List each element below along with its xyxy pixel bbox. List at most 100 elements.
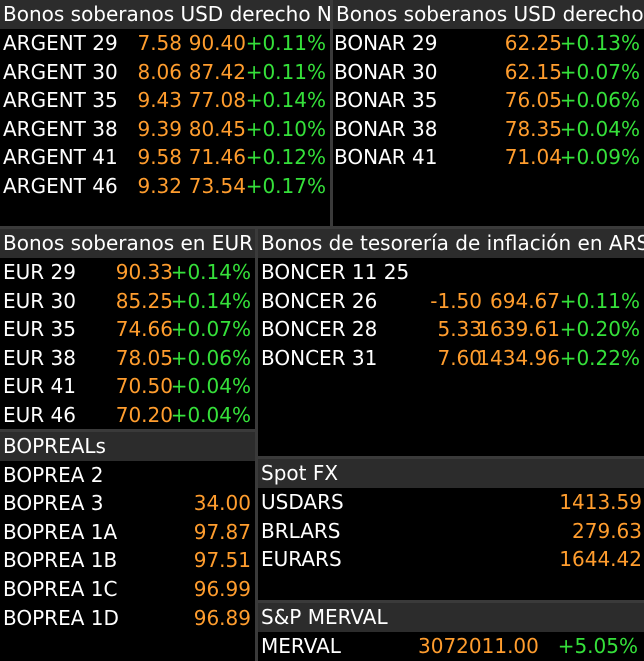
panel-title: Bonos soberanos USD derecho NY: [0, 0, 330, 29]
divider: [330, 0, 333, 229]
bond-yield: 9.32: [137, 174, 182, 198]
panel-title: Bonos soberanos USD derecho Ar: [333, 0, 644, 29]
bond-price: 70.50: [115, 374, 173, 398]
bond-price: 34.00: [193, 491, 251, 515]
table-row[interactable]: BONAR 29 62.25 +0.13%: [333, 29, 644, 58]
table-row[interactable]: EUR 35 74.66 +0.07%: [0, 315, 255, 344]
bond-name: EUR 35: [3, 317, 76, 341]
bond-name: EUR 46: [3, 403, 76, 427]
table-row[interactable]: ARGENT 41 9.58 71.46 +0.12%: [0, 143, 330, 172]
bond-name: ARGENT 41: [3, 145, 118, 169]
panel-title: Bonos de tesorería de inflación en ARS: [258, 229, 644, 258]
bond-price: 78.05: [115, 346, 173, 370]
bond-change: +0.17%: [245, 174, 326, 198]
table-row[interactable]: BONAR 41 71.04 +0.09%: [333, 143, 644, 172]
bond-change: +0.14%: [170, 260, 251, 284]
bond-name: BONAR 29: [334, 31, 438, 55]
bond-price: 96.89: [193, 606, 251, 630]
table-row[interactable]: BONCER 31 7.60 1434.96 +0.22%: [258, 344, 644, 373]
table-row[interactable]: BONCER 28 5.33 1639.61 +0.20%: [258, 315, 644, 344]
fx-rate: 1413.59: [559, 490, 642, 514]
table-row[interactable]: BOPREA 3 34.00: [0, 489, 255, 518]
table-row[interactable]: MERVAL 3072011.000 +5.05%: [258, 632, 644, 661]
bond-price: 62.25: [504, 31, 562, 55]
bond-change: +0.22%: [559, 346, 640, 370]
bond-change: +0.04%: [559, 117, 640, 141]
table-row[interactable]: BRLARS 279.63: [258, 517, 644, 546]
table-row[interactable]: EURARS 1644.42: [258, 545, 644, 574]
table-row[interactable]: BONCER 11 25: [258, 258, 644, 287]
bond-name: EUR 29: [3, 260, 76, 284]
bond-price: 62.15: [504, 60, 562, 84]
bond-name: BOPREA 1C: [3, 577, 118, 601]
bond-change: +0.09%: [559, 145, 640, 169]
table-row[interactable]: ARGENT 29 7.58 90.40 +0.11%: [0, 29, 330, 58]
panel-title: S&P MERVAL: [258, 603, 644, 632]
fx-pair: BRLARS: [261, 519, 341, 543]
bond-change: +0.06%: [170, 346, 251, 370]
table-row[interactable]: BONAR 30 62.15 +0.07%: [333, 58, 644, 87]
bond-name: BONAR 35: [334, 88, 438, 112]
panel-usd-ny-bonds: Bonos soberanos USD derecho NY ARGENT 29…: [0, 0, 330, 226]
bond-name: BOPREA 1A: [3, 520, 118, 544]
table-row[interactable]: BOPREA 1D 96.89: [0, 604, 255, 633]
bond-change: +0.04%: [170, 374, 251, 398]
bond-price: 90.33: [115, 260, 173, 284]
bond-yield: 8.06: [137, 60, 182, 84]
table-row[interactable]: EUR 30 85.25 +0.14%: [0, 287, 255, 316]
table-row[interactable]: BOPREA 2: [0, 461, 255, 490]
bond-name: BONAR 38: [334, 117, 438, 141]
divider: [255, 229, 258, 661]
table-row[interactable]: EUR 38 78.05 +0.06%: [0, 344, 255, 373]
bond-name: BOPREA 1B: [3, 548, 118, 572]
bond-change: +0.07%: [559, 60, 640, 84]
divider: [258, 456, 644, 459]
panel-bopreals: BOPREALs BOPREA 2 BOPREA 3 34.00 BOPREA …: [0, 432, 255, 661]
table-row[interactable]: BONAR 35 76.05 +0.06%: [333, 86, 644, 115]
panel-usd-ar-bonds: Bonos soberanos USD derecho Ar BONAR 29 …: [333, 0, 644, 226]
panel-eur-bonds: Bonos soberanos en EUR EUR 29 90.33 +0.1…: [0, 229, 255, 429]
bond-price: 76.05: [504, 88, 562, 112]
bond-price: 90.40: [188, 31, 246, 55]
bond-yield: 9.39: [137, 117, 182, 141]
bond-yield: 5.33: [437, 317, 482, 341]
index-change: +5.05%: [557, 634, 638, 658]
bond-change: +0.10%: [245, 117, 326, 141]
table-row[interactable]: EUR 41 70.50 +0.04%: [0, 372, 255, 401]
divider: [0, 226, 644, 229]
bond-price: 80.45: [188, 117, 246, 141]
table-row[interactable]: ARGENT 38 9.39 80.45 +0.10%: [0, 115, 330, 144]
bond-name: ARGENT 29: [3, 31, 118, 55]
bond-name: BONCER 11 25: [261, 260, 410, 284]
table-row[interactable]: ARGENT 35 9.43 77.08 +0.14%: [0, 86, 330, 115]
bond-price: 1639.61: [477, 317, 560, 341]
bond-name: BONAR 41: [334, 145, 438, 169]
fx-rate: 279.63: [572, 519, 642, 543]
bond-name: EUR 30: [3, 289, 76, 313]
table-row[interactable]: BONCER 26 -1.50 694.67 +0.11%: [258, 287, 644, 316]
bond-change: +0.11%: [245, 60, 326, 84]
bond-price: 87.42: [188, 60, 246, 84]
table-row[interactable]: EUR 29 90.33 +0.14%: [0, 258, 255, 287]
panel-title: Spot FX: [258, 459, 644, 488]
table-row[interactable]: USDARS 1413.59: [258, 488, 644, 517]
table-row[interactable]: BOPREA 1B 97.51: [0, 546, 255, 575]
bond-price: 71.46: [188, 145, 246, 169]
table-row[interactable]: ARGENT 46 9.32 73.54 +0.17%: [0, 172, 330, 201]
bond-name: ARGENT 46: [3, 174, 118, 198]
table-row[interactable]: BOPREA 1A 97.87: [0, 518, 255, 547]
bond-name: BONCER 31: [261, 346, 378, 370]
bond-name: EUR 41: [3, 374, 76, 398]
bond-yield: 9.43: [137, 88, 182, 112]
panel-spot-fx: Spot FX USDARS 1413.59 BRLARS 279.63 EUR…: [258, 459, 644, 600]
table-row[interactable]: BONAR 38 78.35 +0.04%: [333, 115, 644, 144]
bond-change: +0.04%: [170, 403, 251, 427]
fx-rate: 1644.42: [559, 547, 642, 571]
index-name: MERVAL: [261, 634, 341, 658]
bond-change: +0.20%: [559, 317, 640, 341]
table-row[interactable]: BOPREA 1C 96.99: [0, 575, 255, 604]
table-row[interactable]: ARGENT 30 8.06 87.42 +0.11%: [0, 58, 330, 87]
bond-yield: 7.58: [137, 31, 182, 55]
table-row[interactable]: EUR 46 70.20 +0.04%: [0, 401, 255, 429]
bond-name: ARGENT 30: [3, 60, 118, 84]
